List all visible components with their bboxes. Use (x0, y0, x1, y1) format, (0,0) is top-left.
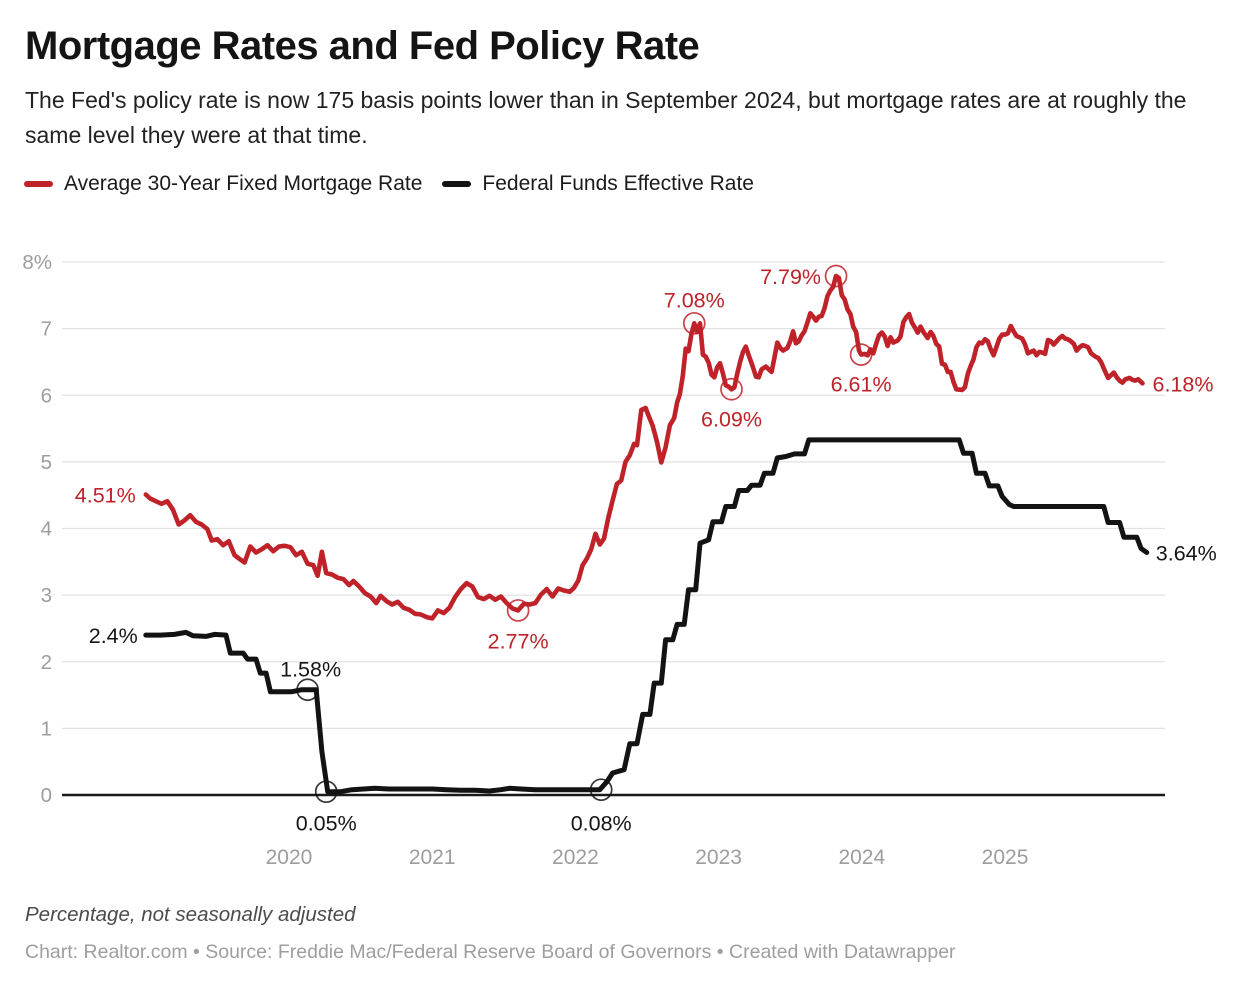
y-axis-tick-label: 6 (41, 384, 52, 407)
chart-canvas: 0 1 2 3 4 5 6 7 8% 2020 2021 2022 2023 2024 2025 4.51% 2… (22, 251, 1217, 869)
y-axis-tick-label: 1 (41, 717, 52, 740)
annotation-label: 6.61% (831, 373, 892, 397)
annotation-label: 2.4% (89, 624, 138, 648)
chart-header: Mortgage Rates and Fed Policy Rate The F… (0, 0, 1240, 153)
y-axis-tick-label: 8% (22, 251, 52, 274)
legend-item-0: Average 30-Year Fixed Mortgage Rate (24, 172, 422, 196)
chart-title: Mortgage Rates and Fed Policy Rate (25, 24, 700, 68)
annotation-marker (296, 678, 319, 702)
annotation-label: 6.18% (1153, 372, 1214, 396)
legend-label: Average 30-Year Fixed Mortgage Rate (64, 171, 423, 195)
legend-swatch-icon (24, 180, 53, 187)
annotation-marker (824, 264, 848, 288)
y-axis-tick-label: 5 (41, 451, 52, 474)
y-axis-tick-label: 2 (41, 651, 52, 674)
annotation-label: 1.58% (280, 658, 341, 682)
annotation-marker (314, 780, 338, 804)
x-axis-tick-label: 2021 (409, 846, 456, 869)
source-credit: Chart: Realtor.com • Source: Freddie Mac… (25, 941, 956, 963)
fed-funds-line (143, 437, 1150, 795)
legend: Average 30-Year Fixed Mortgage Rate Feder… (24, 171, 1240, 197)
mortgage-rate-line (143, 273, 1145, 621)
y-axis-tick-label: 0 (41, 784, 52, 807)
annotation-marker (849, 343, 873, 366)
annotation-marker (720, 377, 743, 401)
x-axis-tick-label: 2023 (695, 846, 742, 869)
axis-note: Percentage, not seasonally adjusted (25, 903, 356, 926)
line-chart: 0 1 2 3 4 5 6 7 8% 2020 2021 2022 2023 2024 2025 4.51% 2… (0, 230, 1240, 890)
x-axis-tick-label: 2020 (266, 846, 313, 869)
legend-label: Federal Funds Effective Rate (482, 171, 754, 195)
annotation-label: 6.09% (701, 407, 762, 431)
annotation-label: 0.05% (296, 812, 357, 836)
legend-item-1: Federal Funds Effective Rate (442, 172, 754, 196)
annotation-label: 7.08% (664, 288, 725, 312)
y-axis-tick-label: 4 (41, 518, 52, 541)
annotation-marker (682, 311, 706, 335)
x-axis-tick-label: 2024 (838, 846, 885, 869)
x-axis-tick-label: 2025 (982, 846, 1029, 869)
x-axis-tick-label: 2022 (552, 846, 599, 869)
y-axis-tick-label: 7 (41, 318, 52, 341)
annotation-label: 7.79% (760, 265, 821, 289)
annotation-label: 0.08% (571, 812, 632, 836)
annotation-label: 2.77% (488, 629, 549, 653)
chart-subtitle: The Fed's policy rate is now 175 basis p… (25, 86, 1187, 148)
legend-swatch-icon (442, 180, 472, 187)
annotation-marker (589, 778, 613, 802)
chart-footer: Percentage, not seasonally adjusted Char… (25, 903, 1215, 964)
annotation-marker (506, 599, 530, 622)
y-axis-tick-label: 3 (41, 584, 52, 607)
annotation-label: 4.51% (75, 484, 136, 508)
annotation-label: 3.64% (1156, 541, 1217, 565)
